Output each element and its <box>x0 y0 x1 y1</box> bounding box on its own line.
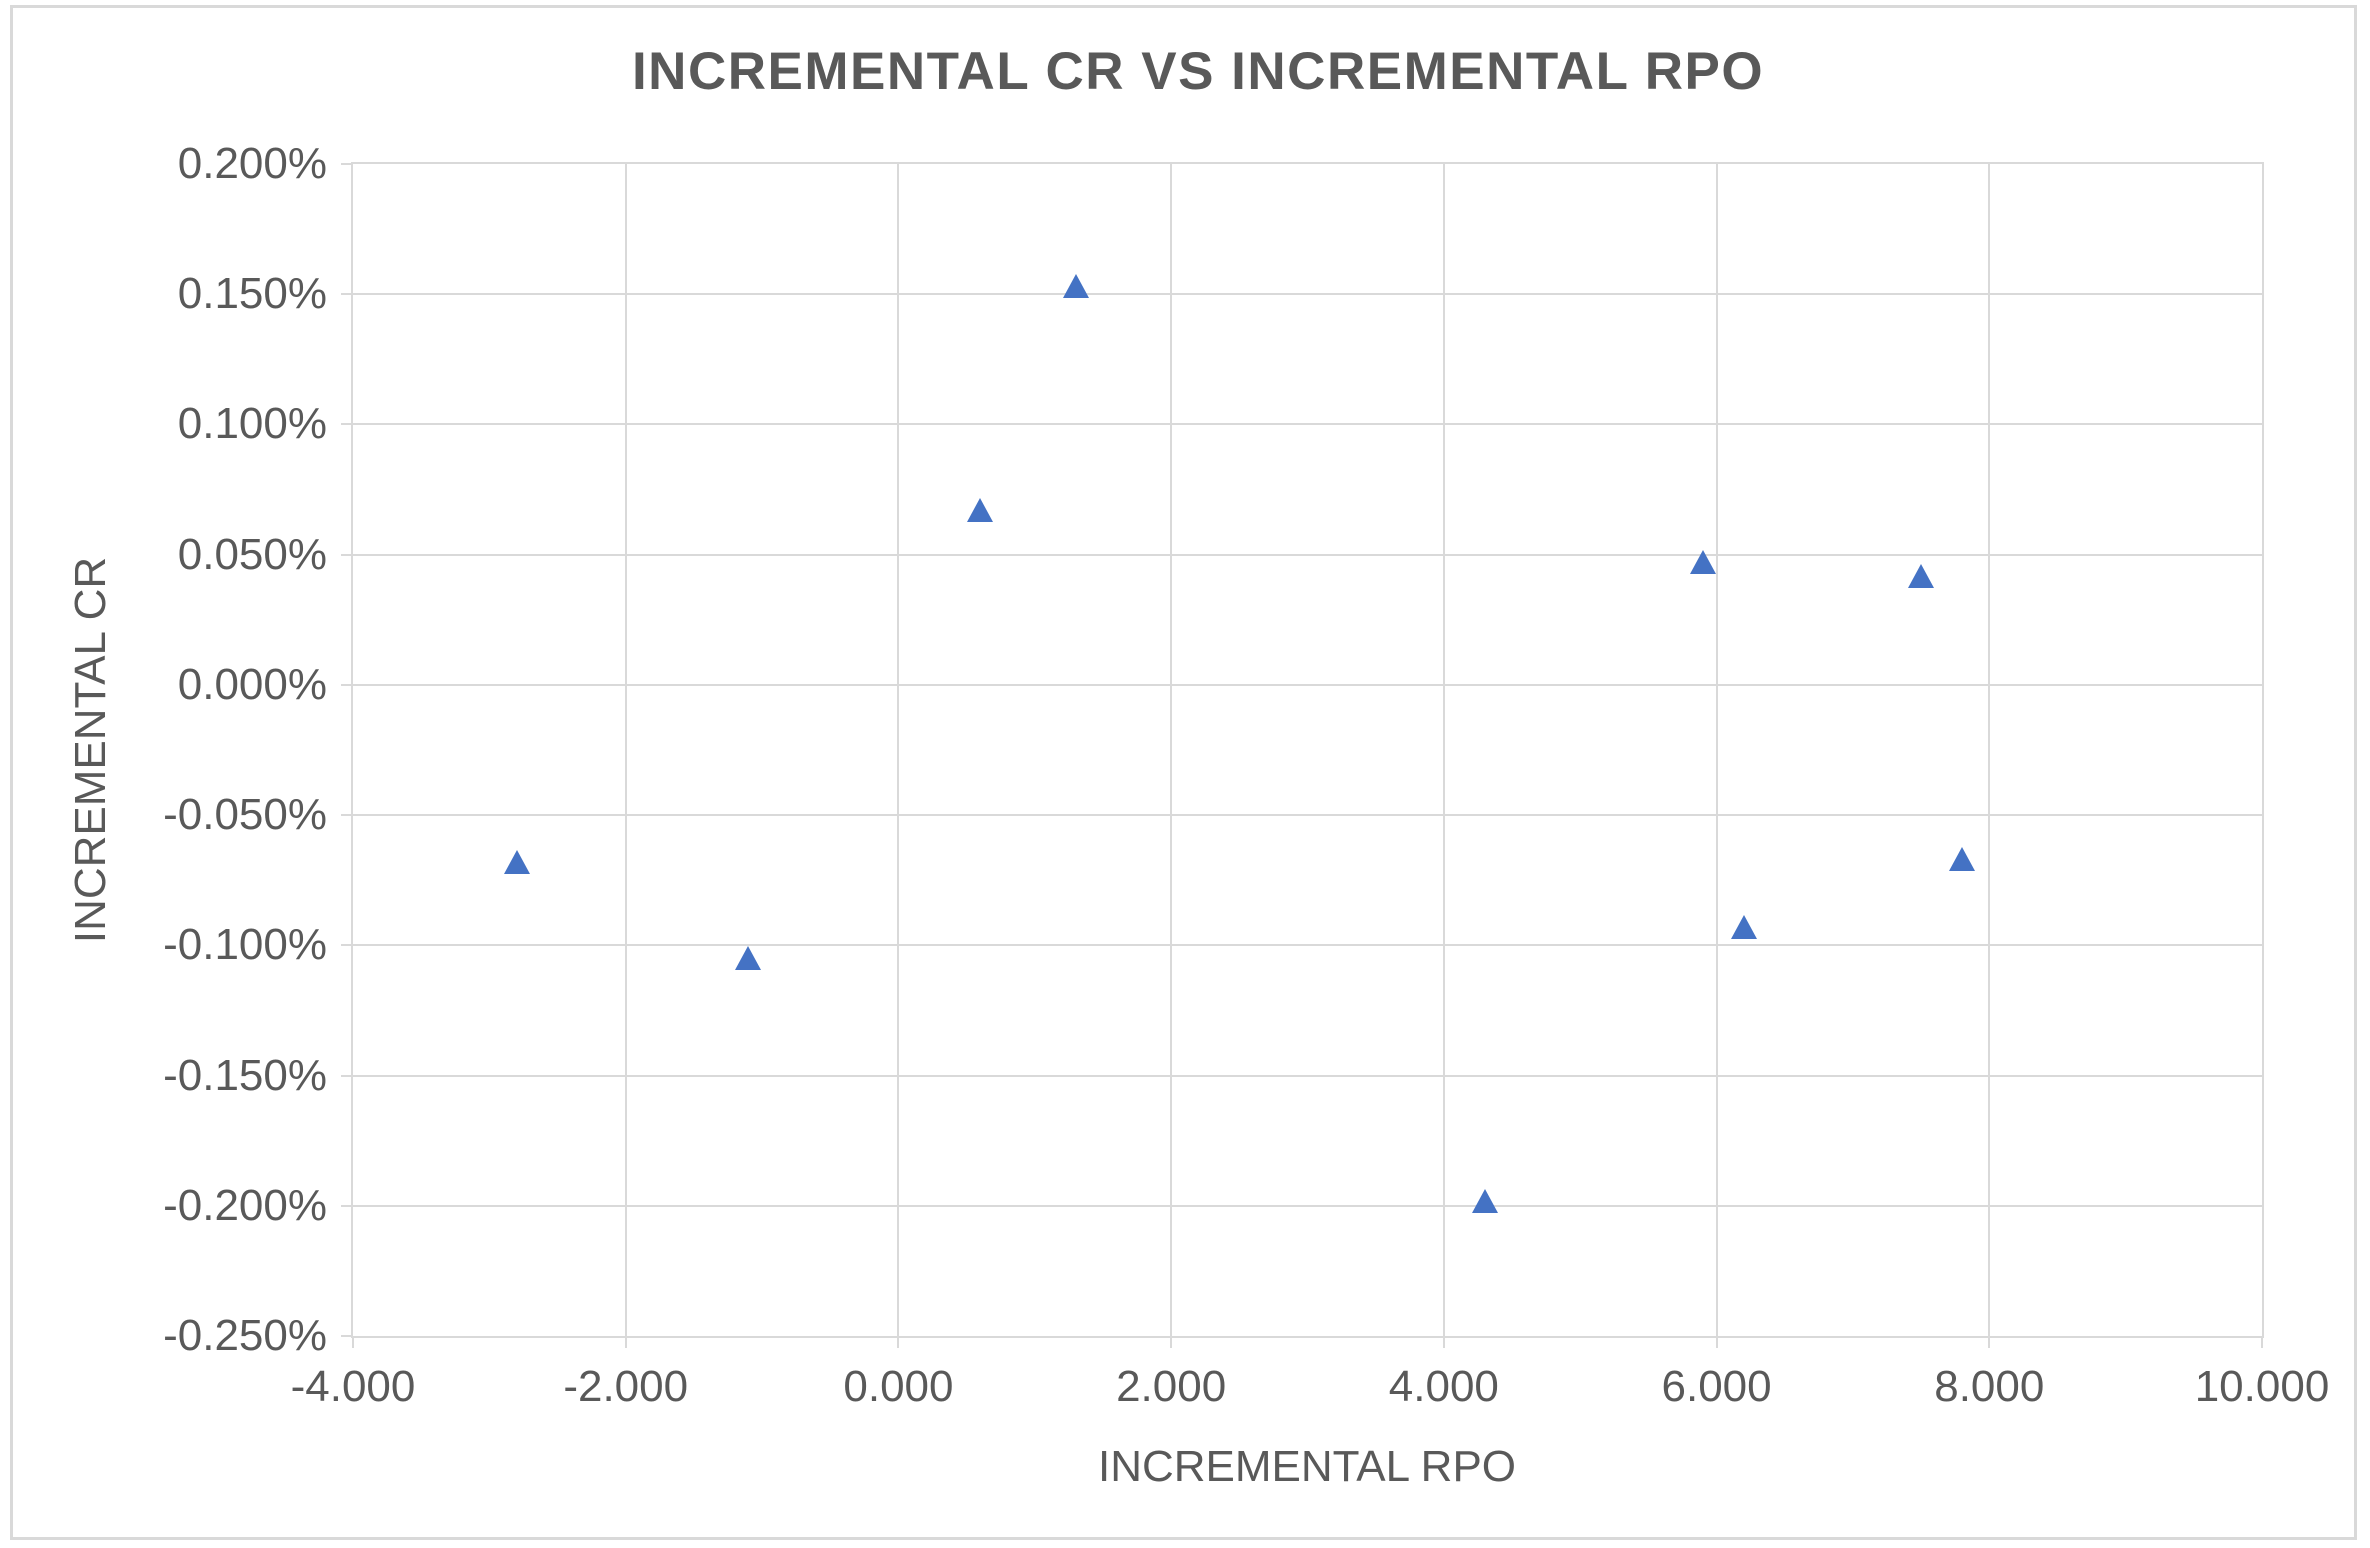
x-axis-tick <box>2261 1336 2263 1348</box>
data-point-marker <box>1949 847 1975 872</box>
y-axis-tick <box>341 1074 353 1077</box>
x-axis-title: INCREMENTAL RPO <box>1097 1442 1517 1491</box>
chart: INCREMENTAL CR VS INCREMENTAL RPO -4.000… <box>10 5 2357 1540</box>
horizontal-gridline <box>353 1204 2262 1207</box>
x-tick-label: 10.000 <box>2194 1362 2330 1411</box>
x-axis-tick <box>1988 1336 1991 1348</box>
y-tick-label: 0.050% <box>177 529 327 579</box>
x-axis-tick <box>1442 1336 1445 1348</box>
plot-area: -4.000 -2.000 0.000 2.000 4.000 6.000 8.000 10.… <box>163 139 2329 1411</box>
data-point-marker <box>967 498 994 523</box>
y-axis-tick <box>341 814 353 817</box>
data-point-marker <box>1689 550 1716 575</box>
y-tick-label: 0.100% <box>177 399 327 449</box>
y-tick-label: -0.150% <box>163 1050 327 1100</box>
x-tick-label: 6.000 <box>1661 1362 1772 1411</box>
data-point-marker <box>1730 915 1757 940</box>
x-axis-tick <box>897 1336 900 1348</box>
data-point-marker <box>1471 1188 1498 1213</box>
vertical-gridline <box>1715 164 1718 1336</box>
x-tick-label: 4.000 <box>1388 1362 1499 1411</box>
y-tick-label: -0.200% <box>163 1180 327 1230</box>
y-tick-label: -0.100% <box>163 920 327 970</box>
x-axis-tick <box>1170 1336 1173 1348</box>
y-tick-label: 0.150% <box>177 269 327 319</box>
vertical-gridline <box>897 164 900 1336</box>
data-point-marker <box>1908 563 1935 588</box>
y-tick-label: -0.250% <box>163 1311 327 1360</box>
x-tick-label: -2.000 <box>563 1362 689 1411</box>
y-axis-title: INCREMENTAL CR <box>66 556 115 944</box>
horizontal-gridline <box>353 683 2262 686</box>
x-tick-label: 0.000 <box>843 1362 954 1411</box>
y-tick-label: 0.000% <box>177 659 327 709</box>
vertical-gridline <box>1988 164 1991 1336</box>
y-tick-label: -0.050% <box>163 790 327 840</box>
x-axis-tick <box>1715 1336 1718 1348</box>
x-tick-label: 2.000 <box>1116 1362 1227 1411</box>
horizontal-gridline <box>353 814 2262 817</box>
vertical-gridline <box>1442 164 1445 1336</box>
vertical-gridline <box>1170 164 1173 1336</box>
x-axis-tick <box>624 1336 627 1348</box>
data-point-marker <box>1062 274 1089 299</box>
y-axis-tick <box>341 293 353 296</box>
horizontal-gridline <box>353 293 2262 296</box>
x-axis-tick <box>352 1336 354 1348</box>
y-axis-tick <box>341 944 353 947</box>
data-point-marker <box>735 946 762 971</box>
y-axis-tick <box>341 1204 353 1207</box>
y-axis-tick <box>341 423 353 426</box>
horizontal-gridline <box>353 1074 2262 1077</box>
horizontal-gridline <box>353 423 2262 426</box>
y-axis-tick <box>341 553 353 556</box>
vertical-gridline <box>624 164 627 1336</box>
chart-title: INCREMENTAL CR VS INCREMENTAL RPO <box>631 42 1765 101</box>
data-point-marker <box>503 849 530 874</box>
horizontal-gridline <box>353 553 2262 556</box>
x-tick-label: -4.000 <box>290 1362 416 1411</box>
y-axis-tick <box>341 1335 353 1337</box>
y-axis-tick <box>341 163 353 165</box>
y-tick-label: 0.200% <box>177 139 327 188</box>
horizontal-gridline <box>353 944 2262 947</box>
x-tick-label: 8.000 <box>1934 1362 2045 1411</box>
y-axis-tick <box>341 683 353 686</box>
